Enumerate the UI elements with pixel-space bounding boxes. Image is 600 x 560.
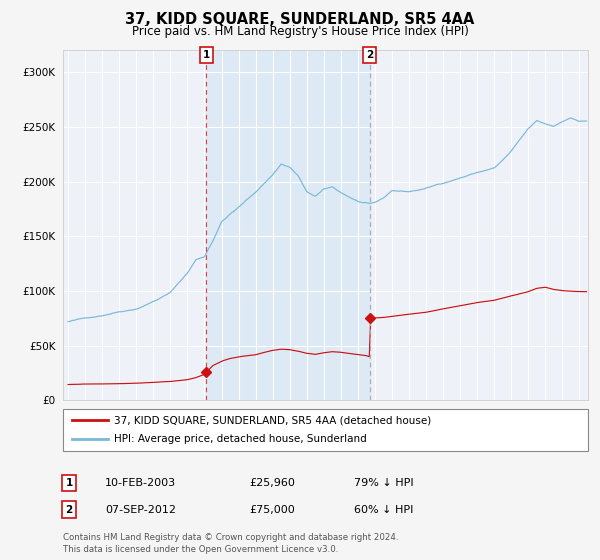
Text: 2: 2: [366, 50, 373, 60]
Text: 10-FEB-2003: 10-FEB-2003: [105, 478, 176, 488]
Bar: [206, 50, 370, 400]
Text: 60% ↓ HPI: 60% ↓ HPI: [354, 505, 413, 515]
Text: 1: 1: [65, 478, 73, 488]
Text: Price paid vs. HM Land Registry's House Price Index (HPI): Price paid vs. HM Land Registry's House …: [131, 25, 469, 38]
Text: 79% ↓ HPI: 79% ↓ HPI: [354, 478, 413, 488]
Text: £25,960: £25,960: [249, 478, 295, 488]
Text: 37, KIDD SQUARE, SUNDERLAND, SR5 4AA (detached house): 37, KIDD SQUARE, SUNDERLAND, SR5 4AA (de…: [114, 415, 431, 425]
Text: 37, KIDD SQUARE, SUNDERLAND, SR5 4AA: 37, KIDD SQUARE, SUNDERLAND, SR5 4AA: [125, 12, 475, 27]
Text: 2: 2: [65, 505, 73, 515]
Text: £75,000: £75,000: [249, 505, 295, 515]
Text: 07-SEP-2012: 07-SEP-2012: [105, 505, 176, 515]
Text: 1: 1: [203, 50, 210, 60]
Text: HPI: Average price, detached house, Sunderland: HPI: Average price, detached house, Sund…: [114, 435, 367, 445]
Text: Contains HM Land Registry data © Crown copyright and database right 2024.
This d: Contains HM Land Registry data © Crown c…: [63, 533, 398, 554]
